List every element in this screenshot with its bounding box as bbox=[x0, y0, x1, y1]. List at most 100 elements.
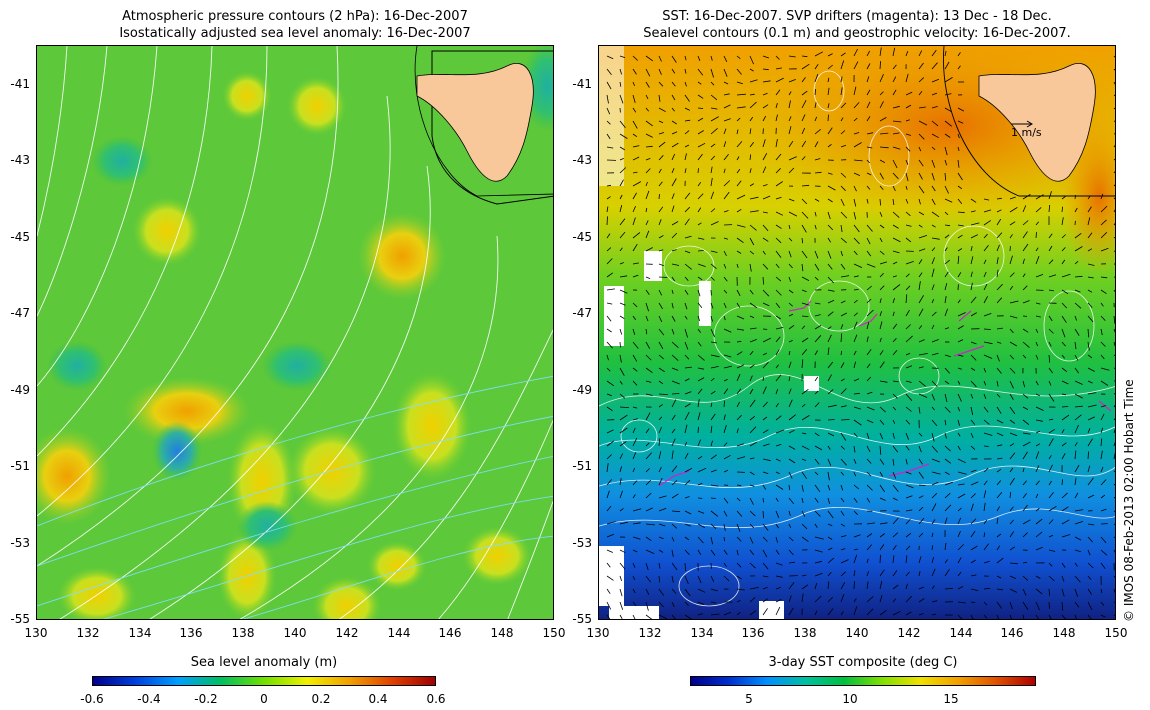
velocity-arrow bbox=[1048, 575, 1055, 582]
velocity-arrow bbox=[879, 350, 884, 356]
velocity-arrow bbox=[775, 89, 781, 96]
velocity-arrow bbox=[853, 48, 858, 57]
velocity-arrow bbox=[905, 104, 912, 109]
velocity-arrow bbox=[970, 503, 974, 512]
velocity-arrow bbox=[918, 259, 923, 265]
velocity-arrow bbox=[606, 521, 616, 525]
velocity-arrow bbox=[684, 206, 690, 213]
velocity-arrow bbox=[801, 90, 808, 96]
velocity-arrow bbox=[749, 415, 756, 421]
velocity-arrow bbox=[970, 614, 974, 619]
velocity-arrow bbox=[1048, 315, 1053, 322]
velocity-arrow bbox=[944, 93, 952, 96]
velocity-arrow bbox=[762, 549, 768, 558]
colorbar-tick: 0.2 bbox=[311, 692, 331, 706]
velocity-arrow bbox=[645, 220, 649, 226]
velocity-arrow bbox=[1009, 477, 1015, 486]
velocity-arrow bbox=[1048, 380, 1052, 386]
velocity-arrow bbox=[801, 237, 804, 244]
velocity-arrow bbox=[632, 601, 637, 607]
velocity-arrow bbox=[658, 141, 666, 148]
velocity-arrow bbox=[866, 406, 875, 411]
velocity-arrow bbox=[801, 100, 807, 109]
velocity-arrow bbox=[905, 509, 913, 512]
velocity-arrow bbox=[619, 315, 625, 319]
velocity-arrow bbox=[645, 341, 651, 349]
velocity-arrow bbox=[632, 549, 638, 553]
velocity-arrow bbox=[931, 445, 938, 453]
velocity-arrow bbox=[710, 523, 717, 529]
lon-tick: 144 bbox=[387, 626, 411, 640]
velocity-arrow bbox=[684, 588, 691, 597]
velocity-arrow bbox=[658, 404, 663, 408]
velocity-arrow bbox=[853, 598, 857, 603]
velocity-arrow bbox=[814, 51, 824, 57]
velocity-arrow bbox=[606, 315, 612, 322]
velocity-arrow bbox=[671, 249, 677, 252]
velocity-arrow bbox=[892, 419, 896, 424]
velocity-arrow bbox=[762, 92, 768, 96]
velocity-arrow bbox=[788, 167, 795, 174]
velocity-arrow bbox=[866, 322, 870, 330]
velocity-arrow bbox=[762, 55, 770, 59]
velocity-arrow bbox=[697, 523, 705, 528]
velocity-arrow bbox=[684, 562, 687, 572]
velocity-arrow bbox=[671, 549, 674, 557]
velocity-arrow bbox=[749, 116, 754, 122]
velocity-arrow bbox=[723, 442, 728, 447]
velocity-arrow bbox=[775, 349, 780, 356]
velocity-arrow bbox=[671, 523, 678, 529]
velocity-arrow bbox=[827, 547, 833, 551]
velocity-arrow bbox=[931, 268, 935, 278]
velocity-arrow bbox=[892, 497, 898, 501]
velocity-arrow bbox=[931, 339, 939, 343]
velocity-arrow bbox=[1074, 588, 1078, 597]
velocity-arrow bbox=[1035, 443, 1041, 447]
velocity-arrow bbox=[684, 119, 691, 122]
velocity-arrow bbox=[697, 181, 702, 187]
velocity-arrow bbox=[619, 508, 624, 512]
velocity-arrow bbox=[697, 412, 701, 421]
velocity-arrow bbox=[944, 504, 952, 512]
velocity-arrow bbox=[632, 205, 636, 213]
velocity-arrow bbox=[606, 341, 613, 349]
velocity-arrow bbox=[671, 328, 675, 335]
velocity-arrow bbox=[866, 224, 873, 232]
velocity-arrow bbox=[632, 367, 638, 372]
velocity-arrow bbox=[658, 495, 667, 499]
velocity-arrow bbox=[918, 380, 926, 387]
velocity-arrow bbox=[931, 211, 940, 218]
velocity-arrow bbox=[892, 471, 897, 479]
velocity-arrow bbox=[671, 438, 676, 447]
velocity-arrow bbox=[801, 403, 806, 408]
velocity-arrow bbox=[697, 388, 703, 395]
velocity-arrow bbox=[645, 120, 653, 127]
velocity-arrow bbox=[879, 445, 882, 455]
velocity-arrow bbox=[1009, 467, 1014, 473]
velocity-arrow bbox=[892, 380, 899, 383]
velocity-arrow bbox=[918, 272, 923, 278]
velocity-arrow bbox=[710, 497, 716, 499]
velocity-arrow bbox=[853, 142, 862, 148]
velocity-arrow bbox=[1009, 285, 1014, 291]
velocity-arrow bbox=[1022, 614, 1025, 619]
velocity-arrow bbox=[840, 87, 843, 96]
velocity-arrow bbox=[762, 361, 769, 369]
velocity-arrow bbox=[840, 471, 845, 476]
velocity-arrow bbox=[801, 497, 804, 503]
velocity-arrow bbox=[1074, 424, 1079, 434]
velocity-arrow bbox=[931, 106, 938, 109]
velocity-arrow bbox=[1113, 289, 1115, 293]
velocity-arrow bbox=[671, 601, 675, 607]
velocity-arrow bbox=[710, 549, 716, 556]
velocity-arrow bbox=[1061, 302, 1068, 309]
velocity-arrow bbox=[749, 315, 755, 319]
velocity-arrow bbox=[892, 250, 900, 254]
velocity-arrow bbox=[788, 607, 794, 616]
velocity-arrow bbox=[983, 354, 993, 359]
velocity-arrow bbox=[1074, 414, 1082, 421]
velocity-arrow bbox=[723, 302, 727, 309]
velocity-arrow bbox=[931, 92, 938, 96]
velocity-arrow bbox=[866, 63, 871, 70]
velocity-arrow bbox=[892, 406, 897, 411]
